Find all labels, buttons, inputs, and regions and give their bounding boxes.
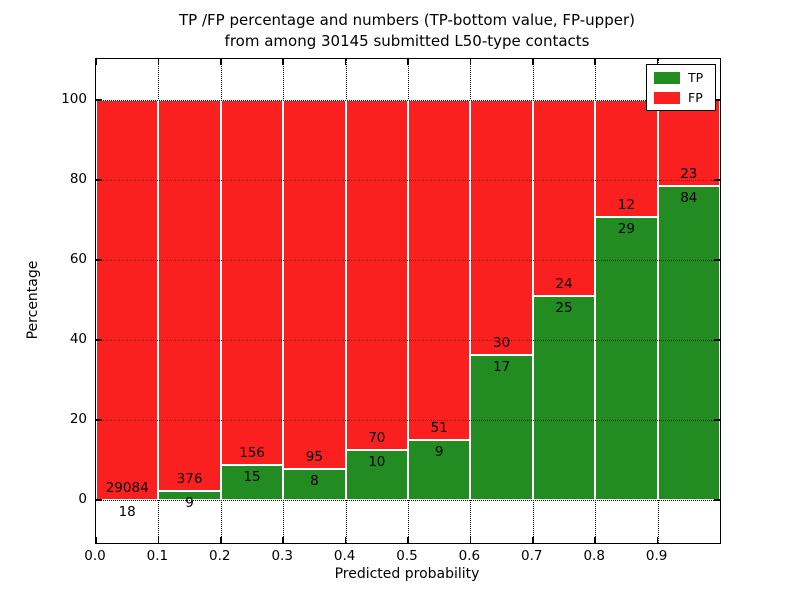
bar-segment-tp <box>470 355 533 500</box>
x-tick-label: 0.2 <box>209 548 231 564</box>
bar-segment-fp <box>345 100 408 450</box>
horizontal-gridline <box>96 420 720 421</box>
bar-segment-tp <box>532 295 596 500</box>
horizontal-gridline <box>96 340 720 341</box>
x-tickmark-top <box>469 59 472 65</box>
x-tickmark-bottom <box>407 537 409 543</box>
legend: TP FP <box>646 64 716 111</box>
bar-segment-fp <box>657 100 720 186</box>
tp-count-label: 9 <box>434 444 444 460</box>
fp-count-label: 156 <box>239 444 265 461</box>
x-tick-label: 0.6 <box>458 548 481 564</box>
x-tickmark-top <box>656 59 659 65</box>
x-tickmark-bottom <box>95 537 97 543</box>
legend-label: FP <box>688 90 703 105</box>
bar-segment-tp <box>408 440 471 500</box>
bar-segment-tp <box>345 450 408 500</box>
fp-count-label: 95 <box>305 448 323 465</box>
x-tick-label: 0.3 <box>271 548 293 564</box>
tp-count-label: 10 <box>368 454 386 470</box>
fp-count-label: 30 <box>493 335 511 352</box>
fp-count-label: 23 <box>680 165 698 182</box>
bar-segment-tp <box>595 217 658 500</box>
x-tickmark-top <box>407 59 409 65</box>
tp-count-label: 29 <box>617 221 635 238</box>
x-tickmark-bottom <box>594 537 596 543</box>
tp-count-label: 8 <box>310 472 319 489</box>
fp-count-label: 29084 <box>105 479 149 496</box>
x-tickmark-bottom <box>282 537 284 543</box>
bar-segment-fp <box>595 100 658 218</box>
x-tickmark-top <box>532 59 534 65</box>
bar-segment-tp <box>158 490 221 500</box>
horizontal-gridline <box>96 500 720 501</box>
tp-count-label: 15 <box>243 468 261 485</box>
tp-count-label: 18 <box>118 503 136 520</box>
x-tickmark-top <box>95 59 97 65</box>
tp-count-label: 17 <box>493 359 511 376</box>
y-tick-label: 100 <box>61 91 87 107</box>
x-tick-label: 0.1 <box>146 548 169 564</box>
bar-segment-tp <box>657 185 720 500</box>
x-tick-label: 0.9 <box>645 548 668 564</box>
chart-title-line1: TP /FP percentage and numbers (TP-bottom… <box>179 11 635 29</box>
y-axis-label: Percentage <box>25 260 41 340</box>
x-tickmark-bottom <box>656 537 659 543</box>
bar-segment-fp <box>283 100 346 469</box>
x-tick-label: 0.8 <box>583 548 605 564</box>
y-tick-label: 40 <box>69 331 87 347</box>
x-tick-label: 0.5 <box>396 548 418 564</box>
x-tickmark-bottom <box>157 537 160 543</box>
fp-count-label: 70 <box>368 430 386 446</box>
legend-swatch-tp-icon <box>654 72 680 84</box>
horizontal-gridline <box>96 180 720 181</box>
bar-segment-fp <box>408 100 471 440</box>
legend-item: TP <box>654 71 708 85</box>
x-tickmark-bottom <box>220 537 222 543</box>
x-tickmark-top <box>344 59 347 65</box>
bar-segment-tp <box>283 468 346 500</box>
x-tickmark-bottom <box>344 537 347 543</box>
tp-count-label: 9 <box>185 494 194 511</box>
fp-count-label: 51 <box>430 420 448 436</box>
x-tickmark-top <box>157 59 160 65</box>
tp-count-label: 84 <box>680 189 698 206</box>
y-tick-label: 80 <box>69 171 87 187</box>
plot-area: 29084 18 376 9 156 15 95 8 70 10 51 9 30 17 24 25 12 29 23… <box>95 58 721 544</box>
bar-segment-fp <box>220 100 284 465</box>
x-tickmark-top <box>282 59 284 65</box>
legend-swatch-fp-icon <box>654 92 680 104</box>
bar-segment-tp <box>220 464 284 500</box>
x-tick-label: 0.0 <box>84 548 106 564</box>
bar-segment-fp <box>158 100 221 491</box>
horizontal-gridline <box>96 100 720 101</box>
y-tick-label: 20 <box>69 411 87 427</box>
tp-count-label: 25 <box>555 299 573 316</box>
bar-segment-fp <box>532 100 596 296</box>
x-tick-label: 0.4 <box>333 548 356 564</box>
y-tick-label: 0 <box>78 491 87 507</box>
x-tickmark-bottom <box>532 537 534 543</box>
x-axis-label: Predicted probability <box>334 566 480 582</box>
horizontal-gridline <box>96 260 720 261</box>
legend-label: TP <box>688 70 704 85</box>
bar-segment-fp <box>96 100 159 500</box>
chart-title: TP /FP percentage and numbers (TP-bottom… <box>179 10 635 52</box>
y-tick-label: 60 <box>69 251 87 267</box>
x-tickmark-top <box>220 59 222 65</box>
x-tickmark-top <box>594 59 596 65</box>
legend-item: FP <box>654 91 708 105</box>
fp-count-label: 24 <box>555 275 573 292</box>
x-tick-label: 0.7 <box>521 548 543 564</box>
fp-count-label: 376 <box>176 470 203 487</box>
bar-segment-fp <box>470 100 533 356</box>
chart-title-line2: from among 30145 submitted L50-type cont… <box>224 32 590 50</box>
x-tickmark-bottom <box>469 537 472 543</box>
fp-count-label: 12 <box>617 197 635 214</box>
